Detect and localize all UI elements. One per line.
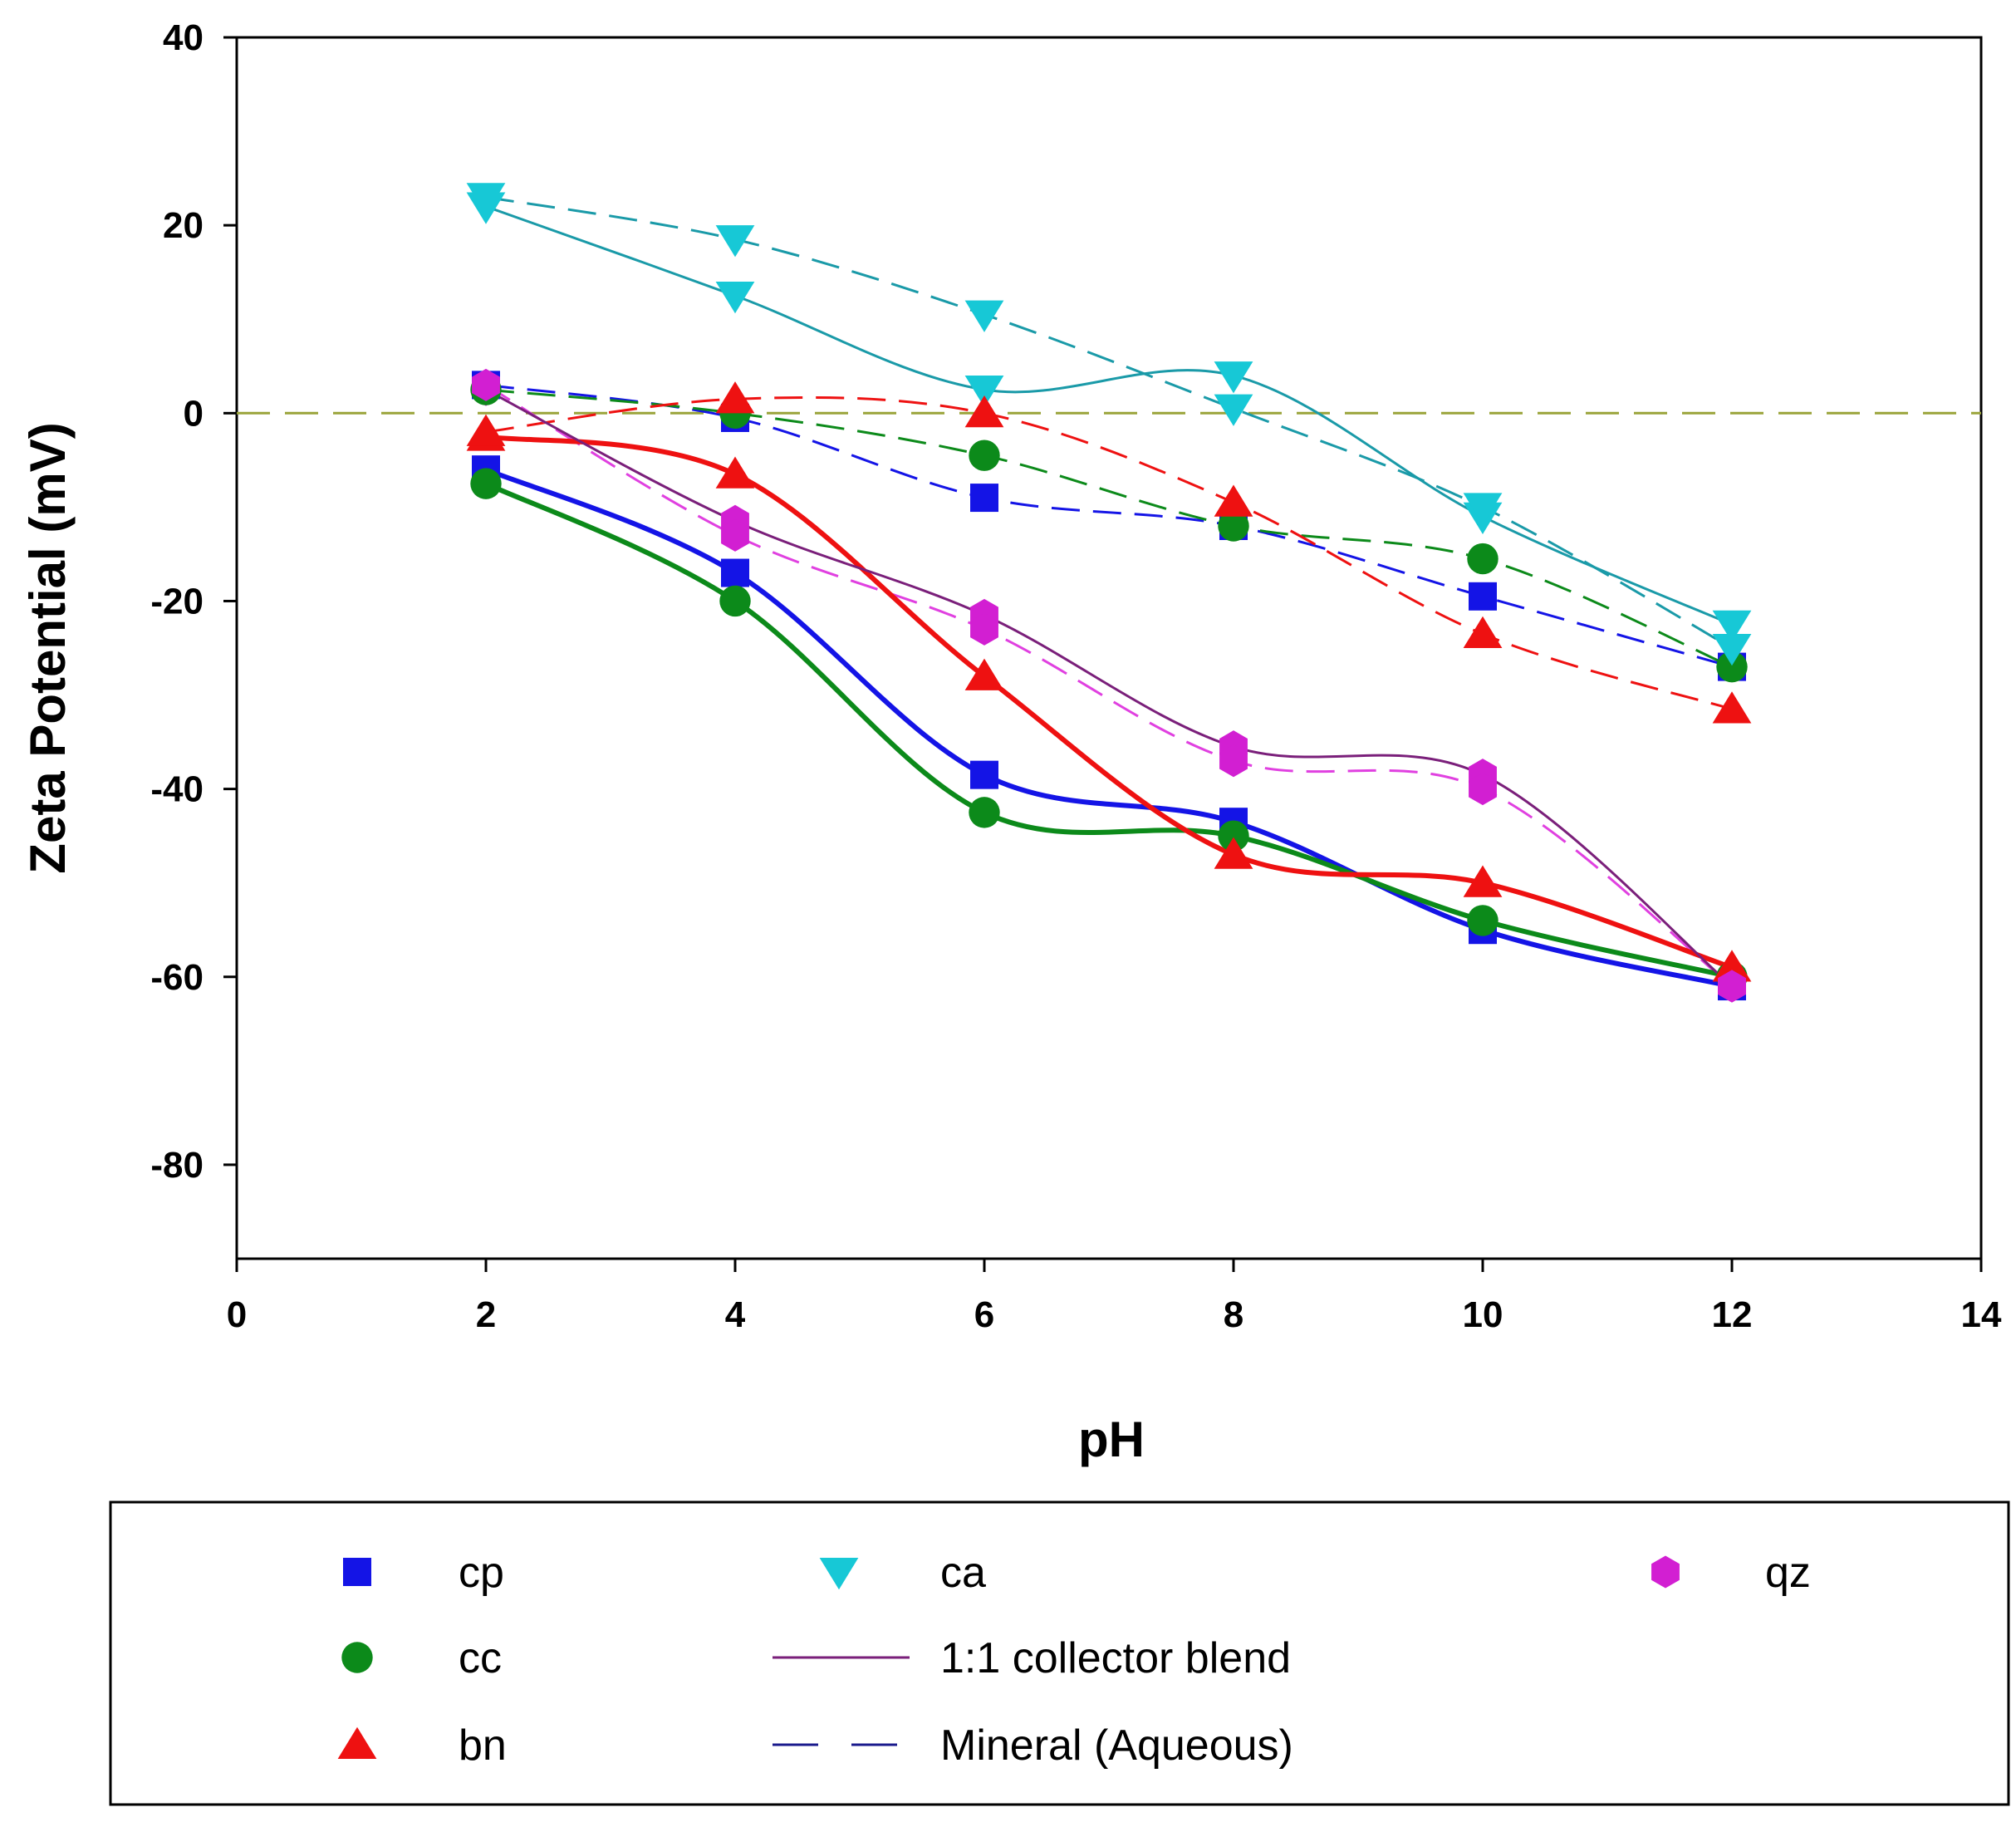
data-point-bn-aqueous <box>1712 691 1752 724</box>
y-tick-label: -40 <box>150 769 204 810</box>
legend: cp ca qz cc 1:1 collector blend bn Mineral (Aq… <box>109 1500 2010 1806</box>
x-tick-label: 12 <box>1712 1294 1753 1335</box>
plot-border <box>235 36 1983 1260</box>
x-tick-label: 6 <box>974 1294 994 1335</box>
plot-area <box>235 36 1983 1260</box>
data-point-ca-blend <box>964 376 1004 408</box>
data-point-bn-aqueous <box>964 395 1004 428</box>
data-point-bn-aqueous <box>1214 484 1253 517</box>
y-tick-label: 20 <box>163 205 204 246</box>
series-line-cc-aqueous- <box>485 388 1733 668</box>
series-line-qz <box>485 388 1733 988</box>
data-point-ca-aqueous <box>964 300 1004 332</box>
data-point-cp-blend <box>721 558 749 587</box>
x-tick-label: 10 <box>1463 1294 1503 1335</box>
data-point-ca-blend <box>715 281 755 314</box>
legend-marker-bn <box>337 1726 377 1759</box>
x-tick-label: 2 <box>476 1294 496 1335</box>
legend-marker-ca <box>819 1558 859 1590</box>
legend-label: Mineral (Aqueous) <box>940 1721 1293 1770</box>
data-point-ca-blend <box>1712 610 1752 642</box>
data-point-bn-blend <box>964 658 1004 690</box>
data-point-qz-aqueous <box>970 612 998 646</box>
legend-label: 1:1 collector blend <box>940 1634 1291 1682</box>
legend-box <box>109 1500 2010 1806</box>
legend-marker-cp <box>343 1558 371 1586</box>
series-curves <box>484 195 1733 990</box>
data-point-cc-blend <box>1467 905 1499 936</box>
series-line-qz-aqueous- <box>485 384 1733 988</box>
series-line-bn <box>485 434 1733 970</box>
legend-marker-qz <box>1651 1555 1680 1589</box>
series-markers <box>466 183 1752 1003</box>
legend-label: qz <box>1765 1549 1811 1597</box>
series-line-cc <box>484 481 1733 980</box>
data-point-qz-aqueous <box>472 368 500 401</box>
legend-label: cc <box>459 1634 502 1682</box>
data-point-cp-blend <box>970 760 998 789</box>
data-point-cc-aqueous <box>1467 543 1499 575</box>
data-point-ca-blend <box>1214 361 1253 394</box>
series-line-ca <box>485 205 1733 626</box>
x-tick-label: 14 <box>1961 1294 2002 1335</box>
series-line-ca-aqueous- <box>485 195 1733 650</box>
series-line-cp-aqueous- <box>485 383 1733 669</box>
data-point-ca-aqueous <box>1712 634 1752 666</box>
data-point-ca-aqueous <box>466 183 506 215</box>
x-tick-label: 8 <box>1224 1294 1243 1335</box>
data-point-bn-blend <box>715 456 755 489</box>
data-point-cp-aqueous <box>970 484 998 513</box>
legend-label: bn <box>459 1721 507 1770</box>
y-tick-label: -20 <box>150 581 204 621</box>
series-line-cp <box>484 467 1733 990</box>
data-point-qz-aqueous <box>1718 970 1746 1003</box>
data-point-cc-blend <box>1218 820 1249 852</box>
data-point-bn-aqueous <box>466 414 506 446</box>
data-point-cc-blend <box>470 468 502 499</box>
data-point-ca-aqueous <box>715 225 755 258</box>
data-point-bn-aqueous <box>715 381 755 414</box>
legend-marker-cc <box>341 1642 373 1673</box>
legend-label: cp <box>459 1549 504 1597</box>
data-point-cc-aqueous <box>969 440 1000 471</box>
data-point-qz-aqueous <box>1469 773 1497 806</box>
data-point-ca-aqueous <box>1463 493 1503 525</box>
data-point-cc-blend <box>969 797 1000 828</box>
data-point-bn-blend <box>1463 865 1503 897</box>
x-tick-label: 0 <box>227 1294 247 1335</box>
data-point-qz-aqueous <box>721 518 749 552</box>
data-point-bn-aqueous <box>1463 616 1503 649</box>
x-axis-title: pH <box>1078 1412 1145 1467</box>
axis-ticks: 0 2 4 6 8 10 12 14 -80 -60 -40 -20 0 20 40 <box>150 17 2002 1335</box>
data-point-qz-aqueous <box>1219 744 1248 778</box>
data-point-cp-aqueous <box>1469 582 1497 611</box>
series-line-bn-aqueous- <box>485 395 1733 710</box>
data-point-cc-aqueous <box>1218 510 1249 542</box>
data-point-bn-blend <box>1712 950 1752 982</box>
legend-label: ca <box>940 1549 986 1597</box>
y-axis-title: Zeta Potential (mV) <box>20 422 76 873</box>
y-tick-label: 0 <box>184 393 204 434</box>
y-tick-label: 40 <box>163 17 204 58</box>
data-point-cc-aqueous <box>1716 651 1748 683</box>
y-tick-label: -80 <box>150 1145 204 1186</box>
data-point-ca-aqueous <box>1214 394 1253 426</box>
y-tick-label: -60 <box>150 957 204 998</box>
x-tick-label: 4 <box>725 1294 746 1335</box>
data-point-cc-blend <box>719 585 751 617</box>
data-point-bn-blend <box>1214 837 1253 869</box>
